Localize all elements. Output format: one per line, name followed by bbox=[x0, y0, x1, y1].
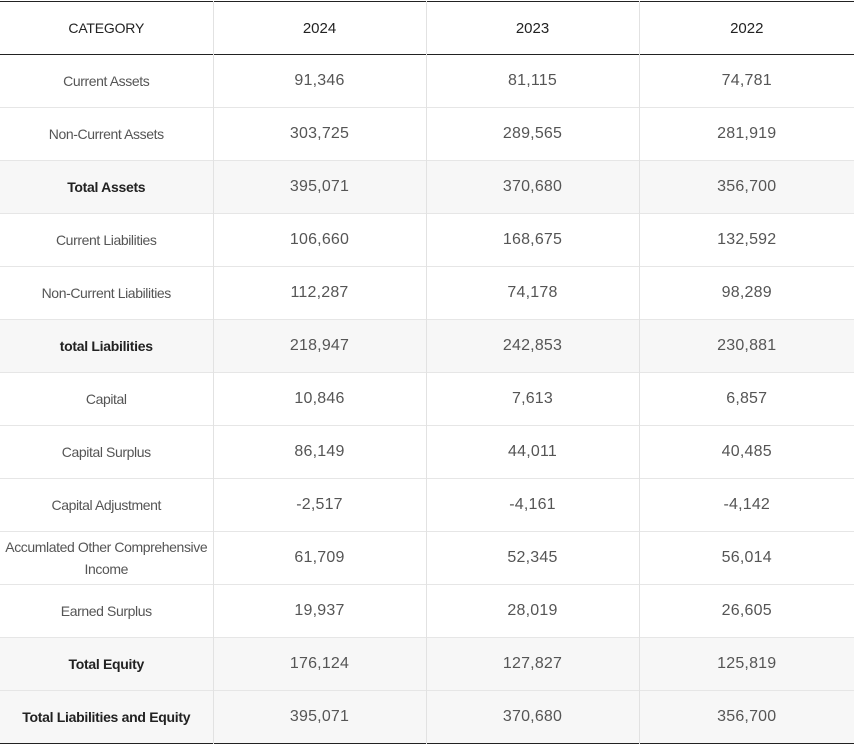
row-value-2022: 40,485 bbox=[638, 425, 854, 479]
row-value-2023: 242,853 bbox=[425, 319, 639, 373]
row-category-label: Capital Surplus bbox=[61, 444, 151, 460]
table-row: Current Assets 91,346 81,115 74,781 bbox=[0, 54, 854, 108]
row-value-2024: 176,124 bbox=[212, 637, 426, 691]
row-category-label: Non-Current Assets bbox=[48, 126, 164, 142]
table-body: Current Assets 91,346 81,115 74,781 Non-Curr… bbox=[0, 54, 854, 744]
row-value-2024: 395,071 bbox=[212, 160, 426, 214]
header-category: CATEGORY bbox=[68, 20, 145, 36]
table-row: Capital Surplus 86,149 44,011 40,485 bbox=[0, 425, 854, 479]
row-category-label: Capital Adjustment bbox=[51, 497, 162, 513]
table-header: CATEGORY 2024 2023 2022 bbox=[0, 1, 854, 55]
row-value-2023: 127,827 bbox=[425, 637, 639, 691]
header-year-2024: 2024 bbox=[212, 1, 426, 55]
table-row: Capital 10,846 7,613 6,857 bbox=[0, 372, 854, 426]
row-value-2024: 303,725 bbox=[212, 107, 426, 161]
row-value-2024: 112,287 bbox=[212, 266, 426, 320]
header-year-2023: 2023 bbox=[425, 1, 639, 55]
table-row: Capital Adjustment -2,517 -4,161 -4,142 bbox=[0, 478, 854, 532]
row-value-2024: 19,937 bbox=[212, 584, 426, 638]
row-value-2023: -4,161 bbox=[425, 478, 639, 532]
table-row: total Liabilities 218,947 242,853 230,881 bbox=[0, 319, 854, 373]
row-category-label: Non-Current Liabilities bbox=[41, 285, 172, 301]
row-value-2024: 86,149 bbox=[212, 425, 426, 479]
row-value-2022: 356,700 bbox=[638, 690, 854, 744]
row-value-2023: 168,675 bbox=[425, 213, 639, 267]
row-category-label: Total Liabilities and Equity bbox=[22, 709, 191, 725]
row-value-2023: 28,019 bbox=[425, 584, 639, 638]
row-value-2022: 230,881 bbox=[638, 319, 854, 373]
row-category-label: Capital bbox=[85, 391, 127, 407]
row-value-2022: 281,919 bbox=[638, 107, 854, 161]
row-value-2024: 61,709 bbox=[212, 531, 426, 585]
row-value-2024: 91,346 bbox=[212, 54, 426, 108]
row-value-2022: 132,592 bbox=[638, 213, 854, 267]
table-row: Total Equity 176,124 127,827 125,819 bbox=[0, 637, 854, 691]
header-row: CATEGORY 2024 2023 2022 bbox=[0, 1, 854, 55]
table-row: Non-Current Assets 303,725 289,565 281,919 bbox=[0, 107, 854, 161]
row-value-2023: 81,115 bbox=[425, 54, 639, 108]
row-value-2022: 74,781 bbox=[638, 54, 854, 108]
row-value-2023: 289,565 bbox=[425, 107, 639, 161]
row-value-2023: 370,680 bbox=[425, 690, 639, 744]
row-category-label: Total Equity bbox=[68, 656, 145, 672]
row-category-label: Current Assets bbox=[63, 73, 150, 89]
row-value-2023: 370,680 bbox=[425, 160, 639, 214]
row-category-label: Earned Surplus bbox=[60, 603, 152, 619]
row-value-2022: 56,014 bbox=[638, 531, 854, 585]
row-value-2022: 356,700 bbox=[638, 160, 854, 214]
row-value-2024: 10,846 bbox=[212, 372, 426, 426]
row-category-label: Accumlated Other Comprehensive Income bbox=[5, 539, 208, 577]
row-value-2024: -2,517 bbox=[212, 478, 426, 532]
table-row: Total Liabilities and Equity 395,071 370,6… bbox=[0, 690, 854, 744]
row-value-2023: 7,613 bbox=[425, 372, 639, 426]
row-value-2023: 52,345 bbox=[425, 531, 639, 585]
header-year-2022: 2022 bbox=[638, 1, 854, 55]
table-row: Total Assets 395,071 370,680 356,700 bbox=[0, 160, 854, 214]
row-value-2024: 218,947 bbox=[212, 319, 426, 373]
row-value-2022: -4,142 bbox=[638, 478, 854, 532]
row-value-2022: 6,857 bbox=[638, 372, 854, 426]
row-value-2022: 125,819 bbox=[638, 637, 854, 691]
table-row: Earned Surplus 19,937 28,019 26,605 bbox=[0, 584, 854, 638]
row-value-2022: 26,605 bbox=[638, 584, 854, 638]
table-row: Current Liabilities 106,660 168,675 132,592 bbox=[0, 213, 854, 267]
row-value-2024: 106,660 bbox=[212, 213, 426, 267]
row-value-2022: 98,289 bbox=[638, 266, 854, 320]
row-category-label: Total Assets bbox=[67, 179, 146, 195]
table-row: Accumlated Other Comprehensive Income 61,… bbox=[0, 531, 854, 585]
row-value-2024: 395,071 bbox=[212, 690, 426, 744]
table-row: Non-Current Liabilities 112,287 74,178 98,2… bbox=[0, 266, 854, 320]
row-value-2023: 44,011 bbox=[425, 425, 639, 479]
row-value-2023: 74,178 bbox=[425, 266, 639, 320]
row-category-label: total Liabilities bbox=[59, 338, 153, 354]
row-category-label: Current Liabilities bbox=[55, 232, 157, 248]
